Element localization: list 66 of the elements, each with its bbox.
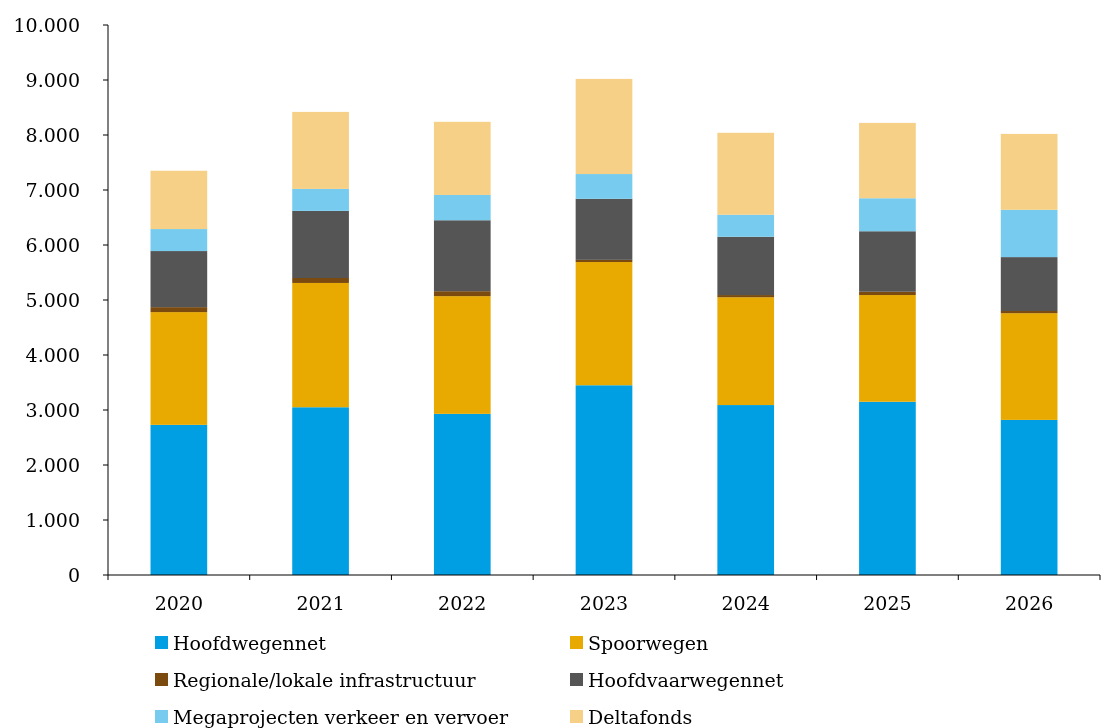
bar <box>1000 133 1058 210</box>
bar <box>150 312 208 425</box>
bar <box>717 295 775 298</box>
x-tick-label: 2026 <box>1004 592 1054 614</box>
legend-label: Deltafonds <box>588 705 693 728</box>
bar <box>859 122 916 199</box>
bar <box>717 214 775 237</box>
bar <box>433 220 491 292</box>
bar <box>859 198 916 232</box>
x-tick-label: 2020 <box>154 592 204 614</box>
x-tick-label: 2024 <box>721 592 770 614</box>
bar <box>575 198 633 260</box>
bar <box>292 282 349 408</box>
bar <box>575 78 633 175</box>
y-tick-label: 3.000 <box>25 398 80 421</box>
x-tick-label: 2025 <box>863 592 912 614</box>
legend-label: Megaprojecten verkeer en vervoer <box>173 705 509 728</box>
bar <box>1000 209 1058 258</box>
bar <box>717 297 775 406</box>
bar <box>575 262 633 386</box>
bar <box>575 385 633 575</box>
legend-label: Spoorwegen <box>588 631 709 654</box>
bar <box>292 210 349 278</box>
bar <box>150 307 208 313</box>
legend-label: Hoofdvaarwegennet <box>588 668 784 691</box>
legend-label: Regionale/lokale infrastructuur <box>173 668 477 691</box>
bar <box>717 405 775 575</box>
bar <box>292 407 349 575</box>
bar <box>1000 313 1058 420</box>
bar <box>150 424 208 575</box>
bar <box>859 295 916 402</box>
y-tick-label: 7.000 <box>25 178 80 201</box>
bar <box>433 291 491 297</box>
y-tick-label: 0 <box>67 563 80 586</box>
bar <box>575 259 633 263</box>
bar <box>859 291 916 296</box>
bar <box>1000 311 1058 314</box>
y-tick-label: 6.000 <box>25 233 80 256</box>
bar <box>575 174 633 199</box>
bar <box>1000 419 1058 575</box>
x-tick-label: 2023 <box>579 592 629 614</box>
bar <box>150 229 208 252</box>
bar <box>859 401 916 575</box>
bar <box>1000 257 1058 311</box>
y-tick-label: 1.000 <box>25 508 80 531</box>
y-tick-label: 2.000 <box>25 453 80 476</box>
bar <box>433 296 491 414</box>
x-tick-label: 2022 <box>438 592 487 614</box>
bar <box>150 251 208 308</box>
bar <box>433 121 491 195</box>
bar <box>150 170 208 230</box>
y-tick-label: 9.000 <box>25 68 80 91</box>
y-tick-label: 10.000 <box>13 13 80 36</box>
bar <box>433 413 491 575</box>
x-tick-label: 2021 <box>296 592 345 614</box>
legend-label: Hoofdwegennet <box>173 631 327 654</box>
y-tick-label: 5.000 <box>25 288 80 311</box>
bar <box>717 236 775 296</box>
y-tick-label: 4.000 <box>25 343 80 366</box>
bar <box>717 132 775 215</box>
bar <box>859 231 916 292</box>
bar <box>292 188 349 211</box>
bar <box>433 194 491 221</box>
bar <box>292 111 349 189</box>
bar <box>292 278 349 283</box>
y-tick-label: 8.000 <box>25 123 80 146</box>
